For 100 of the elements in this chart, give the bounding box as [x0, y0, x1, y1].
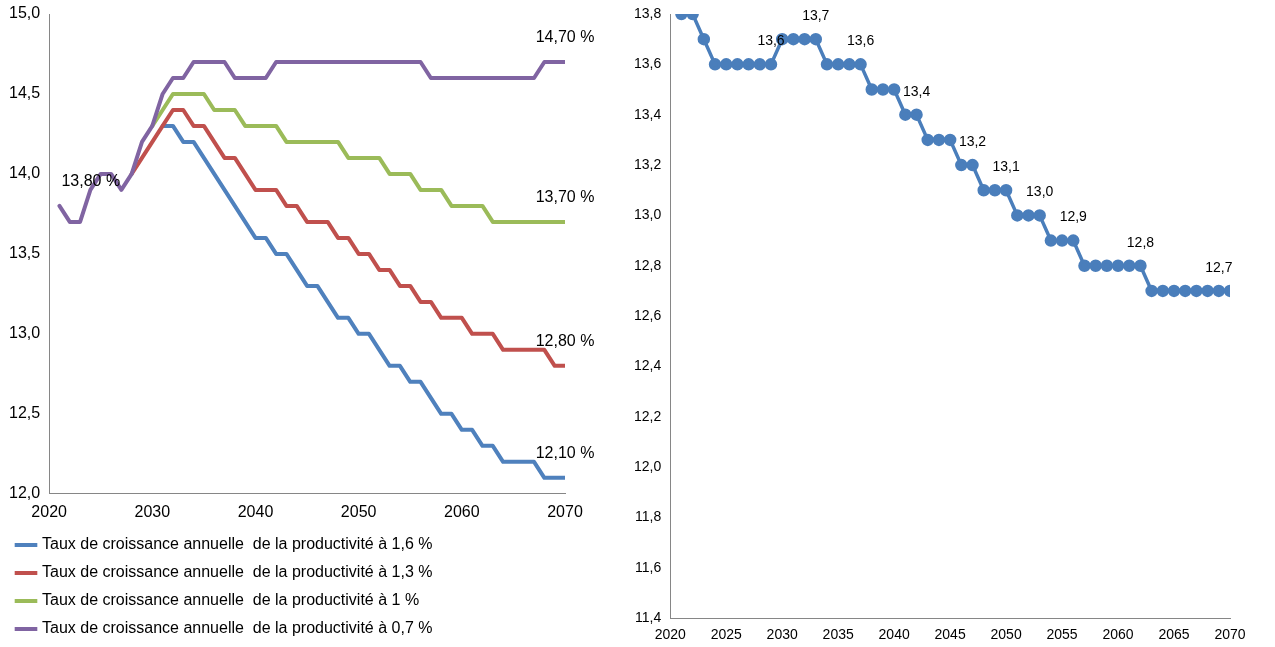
y-tick-label: 13,6 — [634, 55, 662, 72]
data-label: 14,70 % — [535, 28, 595, 46]
y-tick-label: 11,6 — [635, 558, 662, 575]
point — [764, 58, 778, 71]
x-tick-label: 2025 — [710, 626, 742, 643]
point — [1134, 259, 1147, 272]
x-tick-label: 2020 — [654, 626, 687, 643]
point — [977, 183, 990, 197]
legend-label: Taux de croissance annuelle de la productivité à 1,3 % — [42, 563, 433, 581]
point — [999, 183, 1013, 197]
data-label: 13,0 — [1026, 183, 1054, 200]
point — [1190, 284, 1203, 298]
point — [1100, 259, 1114, 272]
point — [865, 83, 879, 96]
point — [731, 58, 744, 71]
point — [820, 58, 834, 71]
data-label: 13,2 — [958, 132, 987, 149]
data-label: 13,7 — [802, 7, 830, 24]
point — [697, 32, 711, 46]
y-tick-label: 13,8 — [634, 4, 662, 21]
y-tick-label: 12,4 — [634, 357, 662, 374]
point — [966, 158, 979, 172]
x-tick-label: 2020 — [31, 502, 68, 520]
legend-label: Taux de croissance annuelle de la productivité à 1 % — [42, 591, 420, 609]
point — [876, 83, 890, 96]
point — [1145, 284, 1158, 298]
point — [1011, 209, 1024, 222]
point — [1111, 259, 1125, 272]
x-tick-label: 2065 — [1158, 626, 1190, 643]
point — [1167, 284, 1181, 298]
point — [921, 133, 934, 147]
point — [1212, 284, 1226, 298]
data-label: 12,8 — [1126, 233, 1155, 250]
y-tick-label: 12,0 — [634, 458, 662, 475]
y-tick-label: 13,4 — [634, 105, 662, 122]
x-tick-label: 2050 — [340, 502, 377, 520]
y-tick-label: 14,0 — [9, 164, 41, 182]
point — [809, 32, 823, 46]
y-tick-label: 14,5 — [9, 84, 41, 102]
y-tick-label: 13,0 — [9, 324, 41, 342]
legend-label: Taux de croissance annuelle de la productivité à 0,7 % — [42, 619, 433, 637]
point — [1078, 259, 1091, 272]
data-label: 12,7 — [1205, 258, 1233, 275]
y-tick-label: 12,0 — [9, 484, 41, 502]
y-tick-label: 15,0 — [9, 4, 41, 22]
point — [1022, 209, 1035, 222]
x-tick-label: 2040 — [878, 626, 910, 643]
point — [1089, 259, 1102, 272]
point — [708, 58, 722, 71]
point — [1067, 234, 1080, 247]
x-tick-label: 2040 — [237, 502, 274, 520]
x-tick-label: 2030 — [134, 502, 171, 520]
x-tick-label: 2070 — [1214, 626, 1246, 643]
point — [1122, 259, 1136, 272]
data-label: 13,70 % — [535, 188, 595, 206]
data-label: 13,1 — [992, 158, 1020, 175]
y-tick-label: 13,5 — [9, 244, 41, 262]
point — [854, 58, 867, 71]
y-tick-label: 12,8 — [634, 256, 662, 273]
point — [910, 108, 923, 121]
data-label: 12,9 — [1059, 208, 1088, 225]
legend-label: Taux de croissance annuelle de la productivité à 1,6 % — [42, 535, 433, 553]
x-tick-label: 2055 — [1046, 626, 1078, 643]
point — [955, 158, 968, 172]
data-label: 12,10 % — [535, 444, 595, 462]
y-tick-label: 12,5 — [9, 404, 41, 422]
point — [753, 58, 767, 71]
point — [1178, 284, 1192, 298]
point — [887, 83, 901, 96]
point — [1055, 234, 1069, 247]
point — [1044, 234, 1058, 247]
y-tick-label: 13,0 — [634, 206, 662, 223]
point — [988, 183, 1002, 197]
y-tick-label: 11,4 — [635, 609, 662, 626]
x-tick-label: 2045 — [934, 626, 966, 643]
x-tick-label: 2050 — [990, 626, 1022, 643]
data-label: 13,6 — [846, 32, 875, 49]
point — [843, 58, 856, 71]
point — [742, 58, 755, 71]
x-tick-label: 2030 — [766, 626, 798, 643]
y-tick-label: 12,6 — [634, 306, 662, 323]
point — [798, 32, 811, 46]
point — [1156, 284, 1170, 298]
point — [899, 108, 912, 121]
point — [831, 58, 845, 71]
x-tick-label: 2035 — [822, 626, 854, 643]
point — [1201, 284, 1214, 298]
point — [943, 133, 957, 147]
point — [787, 32, 800, 46]
point — [1033, 209, 1046, 222]
point — [932, 133, 946, 147]
y-tick-label: 12,2 — [634, 407, 662, 424]
x-tick-label: 2060 — [1102, 626, 1134, 643]
y-tick-label: 11,8 — [635, 508, 662, 525]
x-tick-label: 2060 — [444, 502, 480, 520]
point — [719, 58, 733, 71]
y-tick-label: 13,2 — [634, 155, 662, 172]
x-tick-label: 2070 — [547, 502, 583, 520]
data-label: 12,80 % — [535, 332, 595, 350]
data-label: 13,4 — [902, 82, 931, 99]
